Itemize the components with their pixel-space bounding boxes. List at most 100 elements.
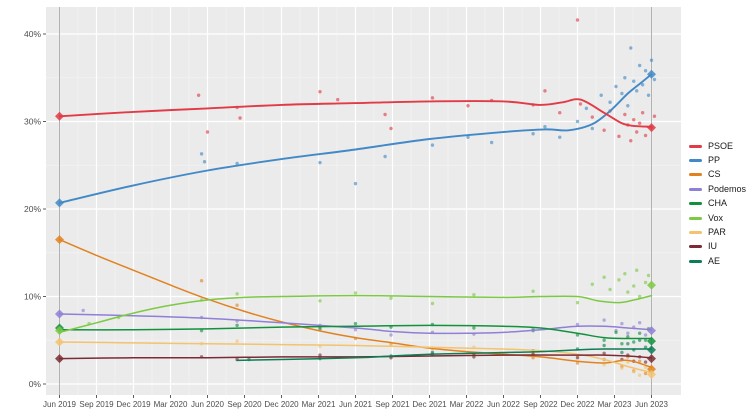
poll-point-psoe: [238, 116, 242, 120]
poll-point-cs: [199, 279, 204, 283]
legend-label: AE: [708, 255, 721, 266]
poll-point-par: [632, 370, 636, 374]
trend-line-podemos: [58, 313, 653, 335]
poll-point-pp: [632, 79, 636, 83]
x-tick-label: Mar 2020: [154, 400, 188, 409]
poll-point-podemos: [81, 308, 85, 313]
poll-point-podemos: [643, 333, 648, 337]
y-tick-label: 0%: [29, 379, 42, 389]
legend-item-psoe: PSOE: [689, 139, 746, 153]
x-tick-label: Dec 2020: [264, 400, 299, 409]
trend-line-vox: [58, 294, 653, 334]
poll-point-pp: [623, 76, 627, 80]
legend-item-podemos: Podemos: [689, 182, 746, 196]
poll-point-psoe: [430, 96, 435, 100]
election-2019-marker-vox: [55, 326, 64, 336]
poll-point-vox: [617, 278, 621, 282]
x-tick-label: Jun 2022: [487, 400, 520, 409]
poll-point-ae: [643, 345, 648, 349]
poll-point-pp: [620, 91, 624, 96]
poll-point-cha: [637, 331, 642, 335]
poll-point-psoe: [336, 97, 340, 102]
poll-point-vox: [646, 273, 651, 278]
election-2019-marker-iu: [55, 354, 64, 364]
poll-point-pp: [599, 93, 603, 97]
y-tick-label: 30%: [24, 117, 41, 127]
poll-point-psoe: [637, 121, 642, 125]
legend-label: IU: [708, 241, 717, 252]
poll-point-cha: [318, 327, 322, 331]
poll-point-vox: [235, 292, 239, 296]
poll-point-podemos: [626, 331, 630, 335]
poll-point-cha: [643, 338, 648, 342]
election-2023-marker-vox: [647, 280, 656, 290]
trend-line-par: [58, 341, 653, 374]
poll-point-iu: [643, 360, 648, 364]
poll-point-vox: [637, 294, 642, 299]
poll-point-pp: [652, 77, 657, 82]
x-tick-label: Jun 2023: [635, 400, 668, 409]
x-tick-label: Sep 2021: [375, 400, 410, 409]
trend-line-cha: [58, 324, 653, 340]
poll-point-podemos: [637, 321, 642, 325]
poll-point-psoe: [602, 128, 606, 132]
poll-point-podemos: [575, 322, 580, 327]
poll-point-cha: [632, 340, 636, 344]
election-2023-marker-cs: [647, 364, 656, 374]
poll-point-ae: [620, 350, 624, 355]
trend-line-pp: [58, 73, 653, 204]
poll-point-cs: [235, 303, 239, 307]
trend-line-iu: [58, 354, 653, 360]
election-2023-marker-pp: [647, 69, 656, 79]
poll-point-psoe: [635, 130, 639, 134]
poll-point-pp: [430, 143, 435, 147]
legend-label: PAR: [708, 227, 726, 238]
poll-point-pp: [202, 160, 207, 164]
x-tick-label: Mar 2021: [302, 400, 336, 409]
poll-point-psoe: [383, 112, 387, 117]
legend-item-pp: PP: [689, 153, 746, 167]
poll-point-psoe: [632, 118, 636, 122]
poll-point-iu: [575, 356, 580, 360]
poll-point-pp: [640, 83, 645, 87]
poll-point-cs: [575, 361, 580, 365]
legend-swatch-vox: [689, 216, 702, 220]
poll-point-par: [389, 342, 393, 347]
election-2019-marker-cs: [55, 235, 64, 245]
poll-point-pp: [635, 89, 639, 93]
poll-point-psoe: [623, 112, 627, 117]
trend-line-ae: [236, 348, 653, 362]
poll-point-cha: [199, 328, 204, 333]
legend-label: CS: [708, 169, 721, 180]
election-2019-marker-pp: [55, 198, 64, 208]
x-tick-label: Sep 2020: [227, 400, 262, 409]
legend-swatch-cha: [689, 202, 702, 206]
election-2023-marker-podemos: [647, 326, 656, 336]
poll-point-psoe: [640, 111, 645, 115]
poll-point-par: [643, 365, 648, 370]
poll-point-psoe: [617, 134, 621, 139]
poll-point-par: [235, 339, 239, 343]
poll-point-vox: [635, 268, 639, 272]
poll-point-pp: [558, 135, 562, 139]
poll-point-pp: [637, 63, 642, 68]
poll-point-pp: [543, 125, 547, 129]
poll-point-psoe: [578, 102, 583, 106]
legend-swatch-ae: [689, 259, 702, 263]
poll-point-par: [620, 366, 624, 370]
election-2019-marker-podemos: [55, 309, 64, 319]
poll-point-psoe: [575, 18, 580, 22]
poll-point-pp: [646, 93, 651, 97]
poll-point-podemos: [602, 318, 606, 322]
legend-swatch-par: [689, 231, 702, 235]
poll-point-pp: [489, 140, 494, 145]
poll-point-vox: [353, 291, 358, 295]
poll-point-vox: [643, 280, 648, 285]
poll-point-pp: [318, 160, 322, 165]
poll-point-pp: [590, 126, 594, 131]
x-tick-label: Dec 2021: [412, 400, 447, 409]
poll-point-vox: [632, 284, 636, 288]
legend: PSOE PP CS Podemos CHA Vox PAR IU AE: [689, 139, 746, 269]
election-2023-marker-ae: [647, 345, 656, 355]
